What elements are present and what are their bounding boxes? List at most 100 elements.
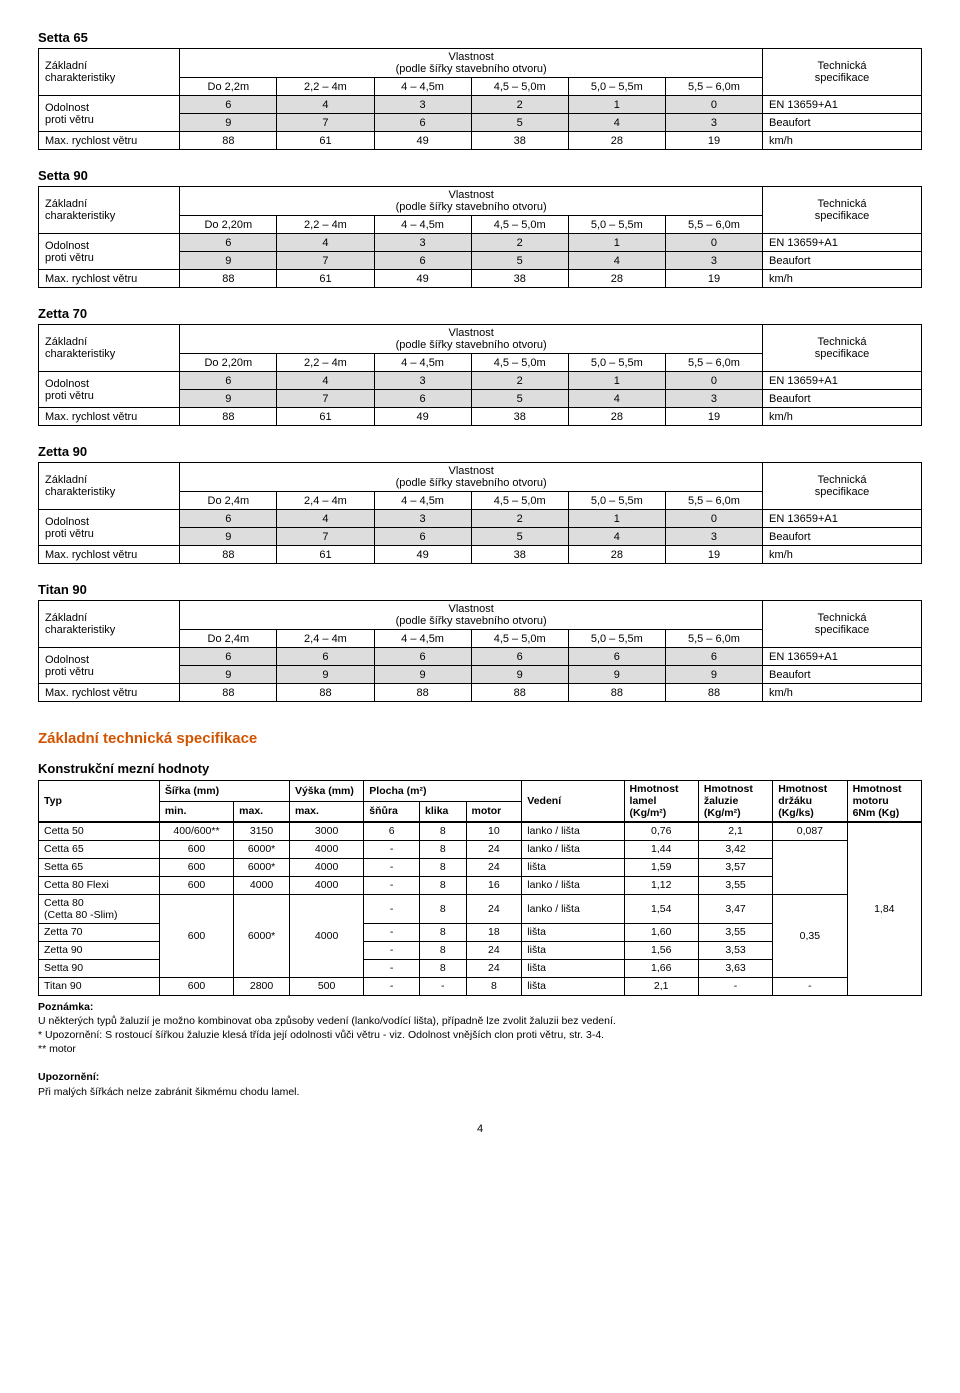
spec-cell: 0,35 <box>773 894 847 977</box>
width-column-header: Do 2,4m <box>180 630 277 648</box>
table-cell: 88 <box>180 684 277 702</box>
spec-cell: 8 <box>420 923 466 941</box>
spec-cell: 0,087 <box>773 822 847 840</box>
width-column-header: 4 – 4,5m <box>374 630 471 648</box>
width-column-header: 4,5 – 5,0m <box>471 630 568 648</box>
table-cell: 9 <box>180 666 277 684</box>
table-cell: km/h <box>763 546 922 564</box>
width-column-header: Do 2,20m <box>180 354 277 372</box>
table-cell: 6 <box>374 648 471 666</box>
spec-cell: - <box>364 840 420 858</box>
table-cell: 4 <box>277 96 374 114</box>
width-column-header: 5,5 – 6,0m <box>665 492 762 510</box>
table-cell: 4 <box>568 528 665 546</box>
table-cell: 7 <box>277 390 374 408</box>
width-column-header: Do 2,20m <box>180 216 277 234</box>
width-column-header: Do 2,4m <box>180 492 277 510</box>
table-cell: 9 <box>277 666 374 684</box>
spec-cell: 1,56 <box>624 941 698 959</box>
table-cell: 2 <box>471 372 568 390</box>
spec-cell: - <box>364 858 420 876</box>
width-column-header: 5,0 – 5,5m <box>568 630 665 648</box>
table-cell: 6 <box>665 648 762 666</box>
table-cell: EN 13659+A1 <box>763 234 922 252</box>
wind-table-title: Setta 65 <box>38 30 922 45</box>
table-cell: km/h <box>763 684 922 702</box>
table-cell: 3 <box>665 528 762 546</box>
width-column-header: 4 – 4,5m <box>374 354 471 372</box>
hdr-hmot-zaluzie: Hmotnostžaluzie(Kg/m²) <box>698 781 772 823</box>
width-column-header: 4 – 4,5m <box>374 492 471 510</box>
width-column-header: 4 – 4,5m <box>374 216 471 234</box>
table-cell: 2 <box>471 234 568 252</box>
spec-cell: 8 <box>420 959 466 977</box>
note-upoz-label: Upozornění: <box>38 1071 99 1083</box>
note-line2: * Upozornění: S rostoucí šířkou žaluzie … <box>38 1029 604 1041</box>
table-cell: 61 <box>277 408 374 426</box>
spec-cell: lanko / lišta <box>522 840 624 858</box>
table-cell: 61 <box>277 546 374 564</box>
spec-cell: 500 <box>289 977 363 995</box>
table-cell: Beaufort <box>763 666 922 684</box>
spec-cell: 8 <box>420 822 466 840</box>
hdr-hmot-drzaku: Hmotnostdržáku(Kg/ks) <box>773 781 847 823</box>
width-column-header: 5,5 – 6,0m <box>665 78 762 96</box>
table-cell: 6 <box>374 114 471 132</box>
spec-cell: 18 <box>466 923 522 941</box>
table-cell: 2 <box>471 96 568 114</box>
col-property-header: Vlastnost(podle šířky stavebního otvoru) <box>180 601 763 630</box>
spec-cell: 600 <box>159 977 233 995</box>
col-basic-characteristics: Základnícharakteristiky <box>39 325 180 372</box>
table-cell: 6 <box>180 234 277 252</box>
spec-cell: 6000* <box>234 894 290 977</box>
row-max-speed-label: Max. rychlost větru <box>39 132 180 150</box>
table-cell: 61 <box>277 270 374 288</box>
spec-cell: 2,1 <box>624 977 698 995</box>
table-cell: 7 <box>277 528 374 546</box>
spec-type: Setta 65 <box>39 858 160 876</box>
table-cell: 6 <box>277 648 374 666</box>
spec-cell: lišta <box>522 923 624 941</box>
row-wind-resistance-label: Odolnostproti větru <box>39 510 180 546</box>
table-cell: 5 <box>471 252 568 270</box>
width-column-header: 4,5 – 5,0m <box>471 354 568 372</box>
col-tech-spec: Technickáspecifikace <box>763 601 922 648</box>
table-cell: 1 <box>568 234 665 252</box>
spec-cell: lišta <box>522 959 624 977</box>
table-cell: 9 <box>180 252 277 270</box>
width-column-header: 5,0 – 5,5m <box>568 216 665 234</box>
hdr-vedeni: Vedení <box>522 781 624 823</box>
spec-cell: 6000* <box>234 858 290 876</box>
spec-cell: 600 <box>159 840 233 858</box>
hdr-hmot-lamel: Hmotnostlamel(Kg/m²) <box>624 781 698 823</box>
spec-cell: lanko / lišta <box>522 876 624 894</box>
note-line4: Při malých šířkách nelze zabránit šikmém… <box>38 1086 299 1098</box>
col-tech-spec: Technickáspecifikace <box>763 49 922 96</box>
width-column-header: 2,4 – 4m <box>277 492 374 510</box>
width-column-header: 2,4 – 4m <box>277 630 374 648</box>
spec-cell: 8 <box>420 858 466 876</box>
col-tech-spec: Technickáspecifikace <box>763 325 922 372</box>
row-wind-resistance-label: Odolnostproti větru <box>39 648 180 684</box>
table-cell: 5 <box>471 390 568 408</box>
table-cell: EN 13659+A1 <box>763 96 922 114</box>
hdr-sub: motor <box>466 801 522 822</box>
spec-cell: lanko / lišta <box>522 894 624 923</box>
table-cell: 7 <box>277 252 374 270</box>
col-basic-characteristics: Základnícharakteristiky <box>39 463 180 510</box>
table-cell: Beaufort <box>763 528 922 546</box>
table-cell: 6 <box>374 390 471 408</box>
spec-cell: 4000 <box>289 840 363 858</box>
width-column-header: 4,5 – 5,0m <box>471 492 568 510</box>
spec-hmot-motor: 1,84 <box>847 822 921 995</box>
table-cell: 4 <box>568 114 665 132</box>
table-cell: 28 <box>568 408 665 426</box>
wind-table-title: Titan 90 <box>38 582 922 597</box>
table-cell: 3 <box>665 114 762 132</box>
spec-cell: 3,42 <box>698 840 772 858</box>
spec-cell: 1,60 <box>624 923 698 941</box>
table-cell: 7 <box>277 114 374 132</box>
table-cell: 6 <box>180 96 277 114</box>
width-column-header: 2,2 – 4m <box>277 78 374 96</box>
table-cell: 4 <box>568 390 665 408</box>
